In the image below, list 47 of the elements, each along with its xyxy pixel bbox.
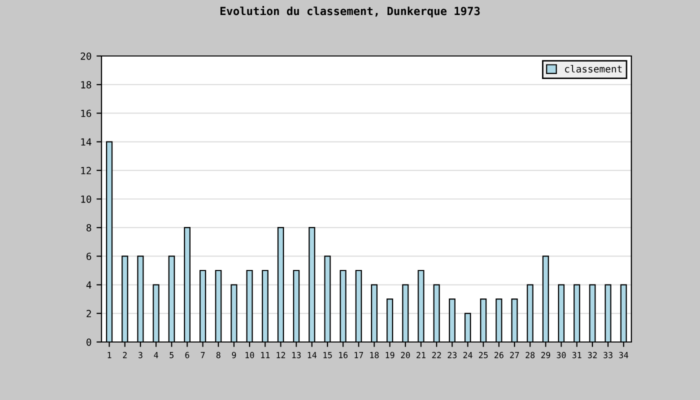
y-tick-label: 20 bbox=[80, 52, 92, 60]
x-tick-label: 25 bbox=[478, 352, 488, 358]
y-tick-label: 10 bbox=[81, 196, 92, 203]
x-tick-label: 21 bbox=[416, 352, 426, 358]
x-tick-label: 23 bbox=[448, 352, 457, 358]
y-tick-label: 4 bbox=[86, 281, 92, 289]
y-tick-label: 6 bbox=[86, 252, 92, 260]
x-tick-label: 5 bbox=[170, 352, 174, 358]
y-tick-label: 2 bbox=[86, 310, 91, 318]
x-tick-label: 14 bbox=[308, 352, 317, 358]
x-tick-label: 7 bbox=[200, 352, 205, 358]
x-tick-label: 30 bbox=[556, 352, 566, 358]
x-tick-label: 4 bbox=[154, 352, 158, 358]
y-tick-label: 0 bbox=[86, 338, 92, 346]
x-tick-label: 18 bbox=[370, 352, 379, 358]
x-tick-label: 34 bbox=[619, 352, 628, 358]
x-tick-label: 22 bbox=[432, 352, 441, 358]
x-tick-label: 1 bbox=[108, 352, 112, 358]
y-tick-label: 12 bbox=[81, 166, 91, 174]
x-tick-label: 28 bbox=[526, 352, 535, 358]
x-tick-label: 15 bbox=[323, 352, 332, 358]
x-tick-label: 19 bbox=[386, 352, 394, 358]
x-tick-label: 6 bbox=[185, 352, 190, 358]
x-tick-label: 26 bbox=[494, 352, 504, 358]
x-tick-label: 32 bbox=[588, 352, 597, 358]
x-tick-label: 17 bbox=[354, 352, 364, 358]
x-tick-label: 3 bbox=[138, 352, 142, 358]
x-tick-label: 24 bbox=[463, 352, 472, 358]
y-tick-label: 16 bbox=[81, 110, 92, 118]
chart-title: Evolution du classement, Dunkerque 1973 bbox=[220, 6, 480, 18]
x-tick-label: 31 bbox=[572, 352, 582, 358]
x-tick-label: 27 bbox=[510, 352, 519, 358]
x-tick-label: 10 bbox=[246, 352, 254, 358]
x-tick-label: 16 bbox=[339, 352, 348, 358]
x-tick-label: 2 bbox=[122, 352, 127, 358]
x-tick-label: 13 bbox=[292, 352, 301, 358]
x-tick-label: 12 bbox=[276, 352, 286, 358]
x-tick-label: 20 bbox=[401, 352, 410, 358]
y-tick-label: 18 bbox=[81, 81, 92, 88]
x-tick-label: 29 bbox=[541, 352, 550, 358]
x-tick-label: 33 bbox=[604, 352, 612, 358]
y-tick-label: 14 bbox=[81, 138, 92, 146]
legend-label: classement bbox=[565, 64, 622, 73]
y-tick-label: 8 bbox=[86, 224, 92, 232]
x-tick-label: 11 bbox=[261, 352, 270, 358]
x-tick-label: 9 bbox=[232, 352, 236, 358]
x-tick-label: 8 bbox=[216, 352, 220, 358]
